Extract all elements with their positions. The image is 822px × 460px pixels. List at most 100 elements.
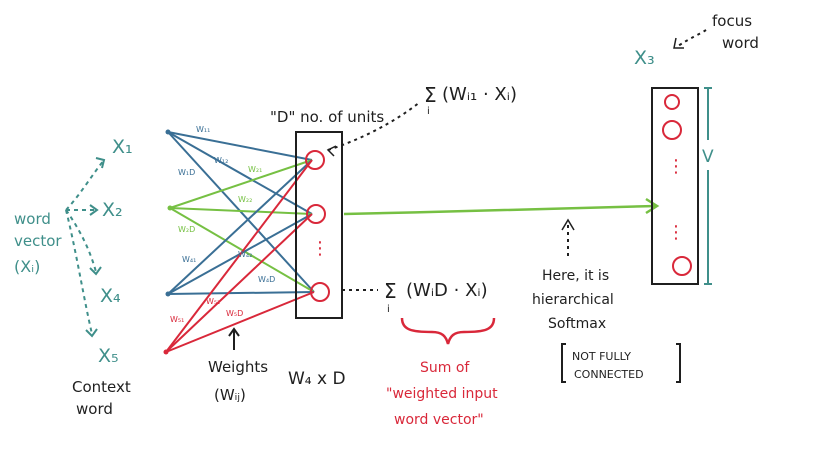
softmax-bracket-line1: NOT FULLY [572, 350, 631, 363]
focus-word-pointer [677, 29, 707, 47]
hidden-unit-1 [305, 150, 325, 170]
input-dashed-arrows [65, 159, 105, 335]
softmax-bracket-line2: CONNECTED [574, 368, 644, 381]
sum-note-line1: Sum of [420, 360, 470, 376]
bracket-right [676, 343, 681, 383]
focus-word-line2: word [722, 34, 759, 52]
context-word-line2: word [76, 400, 113, 418]
input-node-2 [167, 205, 173, 211]
softmax-note-line1: Here, it is [542, 268, 609, 284]
hidden-unit-2 [306, 204, 326, 224]
edge-2-d [169, 207, 315, 293]
softmax-note: Here, it is hierarchical Softmax NOT FUL… [532, 268, 681, 383]
arrow-head-x1 [95, 157, 106, 169]
edge-1-1 [167, 131, 313, 161]
arrow-head-x2 [89, 204, 99, 216]
formula-top-sigma: Σ [424, 83, 437, 107]
output-layer-box [651, 87, 699, 285]
weight-w22: W₂₂ [238, 195, 252, 204]
edge-5-d [165, 291, 315, 353]
pointer-top-head [326, 145, 337, 157]
formula-bottom: Σ i (WᵢD · Xᵢ) [384, 279, 488, 315]
input-x4: X₄ [100, 285, 121, 307]
formula-top-sub: i [427, 106, 430, 117]
focus-word-line1: focus [712, 12, 752, 30]
edge-2-2 [169, 207, 313, 215]
dashed-arrow-x4 [65, 209, 97, 273]
weight-labels: W₁₁ W₁₂ W₁D W₂₁ W₂₂ W₂D W₄₁ W₄₂ W₄D W₅₁ … [170, 125, 275, 324]
weights-arrow-head [228, 327, 240, 337]
connections [165, 131, 315, 353]
word-vector-line1: word [14, 210, 51, 228]
dashed-arrow-x1 [65, 159, 105, 211]
arrow-head-x5 [85, 328, 98, 338]
formula-bottom-body: (WᵢD · Xᵢ) [406, 280, 488, 301]
input-node-5 [163, 349, 169, 355]
output-dots-bottom: ⋮ [667, 222, 685, 243]
weight-w5d: W₅D [226, 309, 243, 318]
edge-4-1 [167, 159, 313, 295]
sum-note-line3: word vector" [394, 412, 484, 428]
weight-w12: W₁₂ [214, 156, 228, 165]
formula-top-body: (Wᵢ₁ · Xᵢ) [442, 84, 517, 105]
sum-note: Sum of "weighted input word vector" [386, 360, 498, 428]
sum-note-line2: "weighted input [386, 386, 498, 402]
output-label: X₃ [634, 47, 655, 69]
formula-top: Σ i (Wᵢ₁ · Xᵢ) [424, 83, 517, 117]
weight-w1d: W₁D [178, 168, 195, 177]
weight-w42: W₄₂ [238, 250, 252, 259]
edge-5-2 [165, 213, 313, 353]
edge-5-1 [165, 159, 313, 353]
weights-label-line2: (Wᵢⱼ) [214, 386, 246, 404]
pointer-top-formula [327, 101, 421, 151]
formula-bottom-sub: i [387, 304, 390, 315]
input-x2: X₂ [102, 199, 123, 221]
hidden-layer: ⋮ [295, 131, 343, 319]
bracket-left [561, 343, 566, 383]
arrow-head-x4 [89, 266, 102, 276]
hidden-layer-box [295, 131, 343, 319]
weight-w51: W₅₁ [170, 315, 184, 324]
output-dots-top: ⋮ [667, 156, 685, 177]
weights-label-line1: Weights [208, 358, 268, 376]
word-vector-line2: vector [14, 232, 62, 250]
formula-bottom-sigma: Σ [384, 279, 397, 303]
v-dimension [704, 87, 712, 285]
input-x1: X₁ [112, 136, 133, 158]
edge-4-d [167, 291, 315, 295]
input-labels: X₁ X₂ X₄ X₅ [98, 136, 133, 367]
hidden-to-output-arrow [343, 204, 657, 216]
weight-w11: W₁₁ [196, 125, 210, 134]
input-node-4 [165, 291, 171, 297]
matrix-size-label: W₄ x D [288, 369, 346, 389]
edge-2-1 [169, 159, 313, 209]
input-node-1 [165, 129, 171, 135]
softmax-pointer-head [561, 218, 575, 231]
focus-word-pointer-head [673, 37, 684, 49]
weight-w41: W₄₁ [182, 255, 196, 264]
v-label: V [702, 147, 714, 167]
word-vector-label: word vector (Xᵢ) [14, 210, 62, 276]
dashed-arrow-x5 [65, 209, 93, 335]
output-unit-v [672, 256, 692, 276]
dashed-arrow-heads [85, 157, 106, 338]
weight-w2d: W₂D [178, 225, 195, 234]
input-x5: X₅ [98, 345, 119, 367]
softmax-note-line2: hierarchical [532, 292, 614, 308]
hidden-layer-title: "D" no. of units [270, 108, 384, 126]
weight-w21: W₂₁ [248, 165, 262, 174]
weight-w52: W₅₂ [206, 297, 220, 306]
output-unit-2 [662, 120, 682, 140]
context-word-line1: Context [72, 378, 131, 396]
input-nodes [163, 129, 173, 355]
hidden-unit-dots: ⋮ [311, 238, 329, 259]
hidden-unit-d [310, 282, 330, 302]
output-layer: ⋮ ⋮ [651, 87, 699, 285]
softmax-note-line3: Softmax [548, 316, 606, 332]
word-vector-line3: (Xᵢ) [14, 257, 40, 276]
output-unit-1 [664, 94, 680, 110]
edge-1-2 [167, 131, 313, 215]
weight-w4d: W₄D [258, 275, 275, 284]
